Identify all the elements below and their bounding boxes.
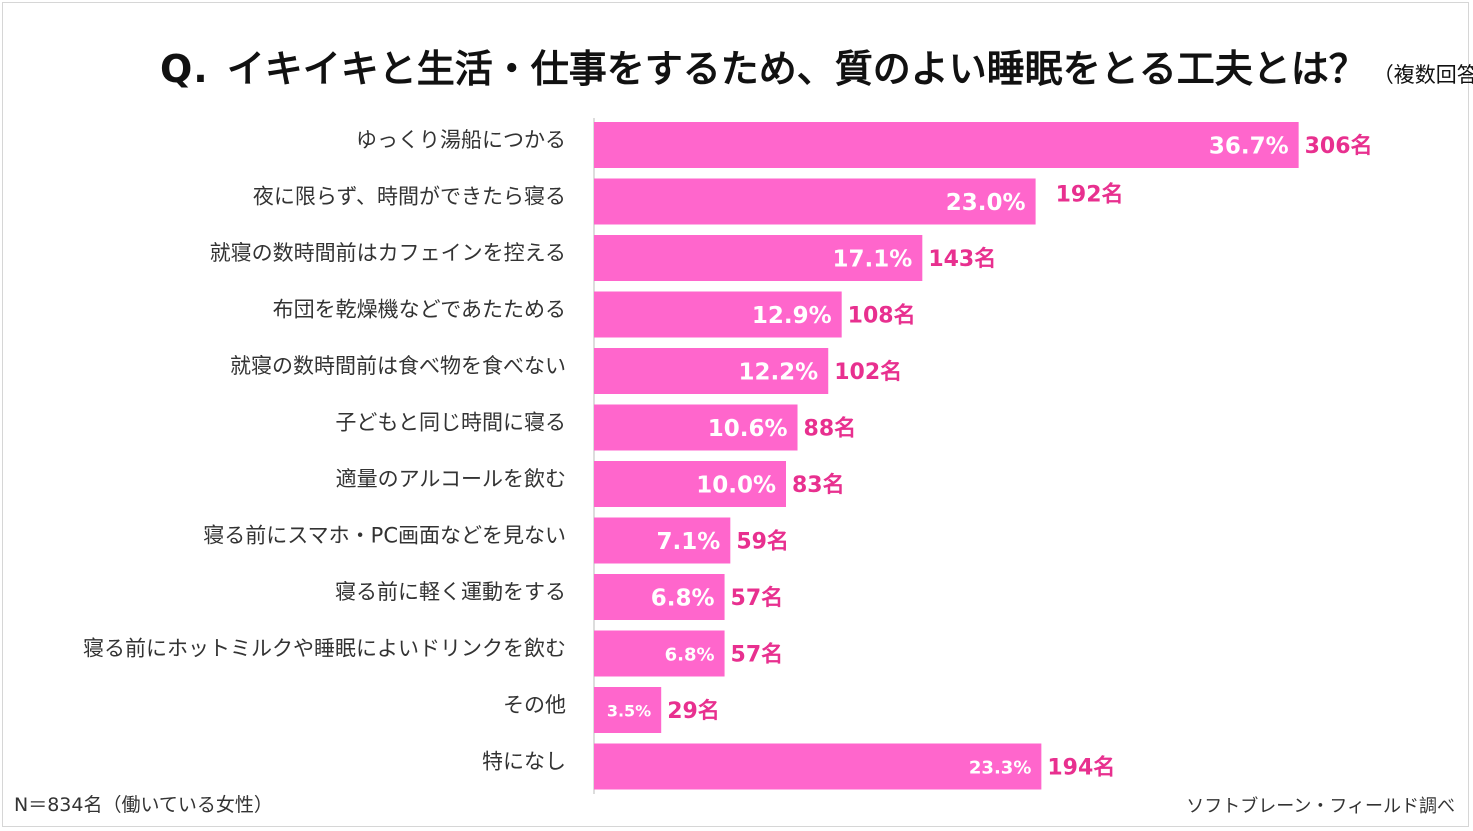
bar (594, 404, 798, 451)
bar (594, 178, 1036, 225)
category-label: ゆっくり湯船につかる (356, 128, 566, 152)
count-data-label: 29名 (667, 698, 720, 724)
chart-title: Q. イキイキと生活・仕事をするため、質のよい睡眠をとる工夫とは？（複数回答） (160, 38, 1473, 93)
bar (594, 122, 1299, 168)
bar (594, 630, 725, 677)
category-label: 寝る前にホットミルクや睡眠によいドリンクを飲む (83, 637, 566, 661)
category-label: 布団を乾燥機などであたためる (273, 298, 566, 322)
count-data-label: 57名 (731, 585, 784, 611)
bar (594, 687, 662, 733)
percent-data-label: 12.9% (752, 303, 832, 329)
bar (594, 348, 829, 394)
category-label: 寝る前にスマホ・PC画面などを見ない (203, 524, 566, 548)
bar (594, 291, 842, 338)
category-label: 夜に限らず、時間ができたら寝る (253, 185, 566, 209)
count-data-label: 88名 (804, 416, 857, 442)
count-data-label: 83名 (792, 472, 845, 498)
bar (594, 743, 1042, 790)
source-credit: ソフトブレーン・フィールド調べ (1186, 796, 1455, 817)
count-data-label: 306名 (1305, 133, 1373, 159)
count-data-label: 59名 (736, 529, 789, 555)
category-label: 寝る前に軽く運動をする (335, 580, 566, 604)
bar (594, 574, 725, 620)
count-data-label: 192名 (1056, 182, 1124, 208)
category-label: 就寝の数時間前は食べ物を食べない (230, 354, 566, 378)
category-label: 子どもと同じ時間に寝る (335, 411, 566, 435)
percent-data-label: 36.7% (1209, 134, 1289, 160)
bar (594, 517, 731, 564)
percent-data-label: 12.2% (738, 360, 818, 386)
percent-data-label: 7.1% (657, 529, 721, 555)
count-data-label: 143名 (928, 246, 996, 272)
count-data-label: 102名 (834, 359, 902, 385)
percent-data-label: 10.0% (696, 473, 776, 499)
sample-size-note: N＝834名（働いている女性） (14, 794, 273, 816)
category-label: 就寝の数時間前はカフェインを控える (210, 241, 566, 265)
bar (594, 461, 786, 507)
count-data-label: 57名 (731, 642, 784, 668)
title-subtitle: （複数回答） (1372, 63, 1473, 87)
title-main-text: イキイキと生活・仕事をするため、質のよい睡眠をとる工夫とは？ (226, 47, 1367, 91)
percent-data-label: 3.5% (607, 702, 651, 721)
percent-data-label: 23.0% (946, 190, 1026, 216)
bar (594, 235, 923, 281)
category-label: 特になし (482, 750, 566, 774)
category-label: 適量のアルコールを飲む (336, 467, 566, 491)
percent-data-label: 17.1% (833, 247, 913, 273)
count-data-label: 108名 (848, 303, 916, 329)
count-data-label: 194名 (1047, 755, 1115, 781)
percent-data-label: 6.8% (651, 586, 715, 612)
category-label: その他 (503, 693, 566, 717)
percent-data-label: 6.8% (665, 645, 715, 666)
percent-data-label: 10.6% (708, 416, 788, 442)
title-question-mark: Q. (160, 47, 209, 91)
percent-data-label: 23.3% (969, 758, 1031, 779)
